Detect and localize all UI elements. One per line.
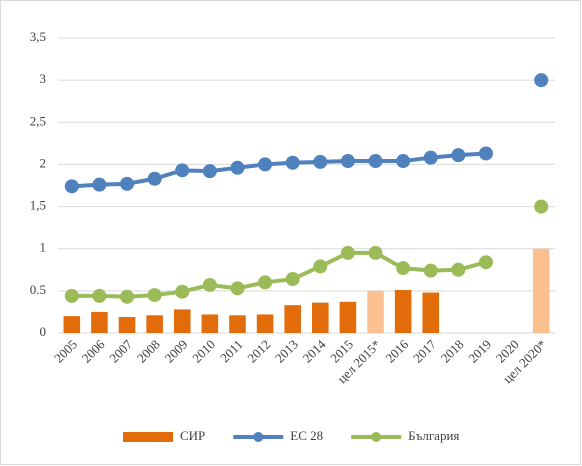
marker	[147, 288, 162, 303]
legend-marker	[371, 432, 382, 442]
marker	[64, 179, 79, 194]
bar	[394, 290, 412, 333]
legend-swatch	[123, 432, 173, 442]
bar	[63, 316, 81, 333]
y-tick-label: 3,5	[30, 29, 46, 44]
marker	[534, 73, 549, 88]
marker	[120, 176, 135, 191]
marker	[258, 157, 273, 172]
legend-marker	[253, 432, 264, 442]
legend-label: СИР	[180, 428, 205, 443]
bar	[201, 314, 219, 333]
bar	[256, 314, 274, 333]
y-tick-label: 1,5	[30, 198, 46, 213]
bar	[146, 315, 163, 333]
y-tick-label: 2,5	[30, 113, 46, 128]
marker	[202, 164, 217, 179]
marker	[64, 288, 79, 303]
bar	[312, 302, 329, 333]
bar	[229, 315, 246, 333]
marker	[258, 275, 273, 290]
marker	[478, 255, 493, 270]
marker	[92, 177, 107, 192]
marker	[451, 148, 466, 163]
marker	[285, 272, 300, 287]
marker	[230, 281, 245, 296]
bar	[284, 305, 301, 333]
y-tick-label: 1	[40, 240, 47, 255]
marker	[423, 150, 438, 165]
bar	[532, 248, 550, 333]
marker	[368, 245, 383, 260]
marker	[92, 288, 107, 303]
marker	[534, 199, 549, 214]
marker	[313, 154, 328, 169]
marker	[478, 146, 493, 161]
marker	[340, 154, 355, 169]
marker	[285, 155, 300, 170]
y-tick-label: 0.5	[30, 282, 46, 297]
bar	[422, 292, 440, 333]
marker	[396, 261, 411, 276]
bar	[173, 309, 191, 333]
bar	[339, 301, 357, 333]
marker	[423, 263, 438, 278]
marker	[230, 160, 245, 175]
marker	[202, 277, 217, 292]
y-tick-label: 3	[40, 71, 47, 86]
marker	[340, 245, 355, 260]
marker	[120, 289, 135, 304]
y-tick-label: 0	[40, 324, 47, 339]
marker	[451, 262, 466, 277]
bar	[367, 290, 384, 333]
legend-label: България	[408, 428, 459, 443]
marker	[175, 284, 190, 299]
y-tick-label: 2	[40, 155, 47, 170]
marker	[313, 259, 328, 274]
marker	[175, 163, 190, 178]
marker	[147, 171, 162, 186]
marker	[396, 154, 411, 169]
legend-label: ЕС 28	[290, 428, 323, 443]
bar	[118, 316, 136, 333]
marker	[368, 154, 383, 169]
bar	[91, 311, 108, 333]
